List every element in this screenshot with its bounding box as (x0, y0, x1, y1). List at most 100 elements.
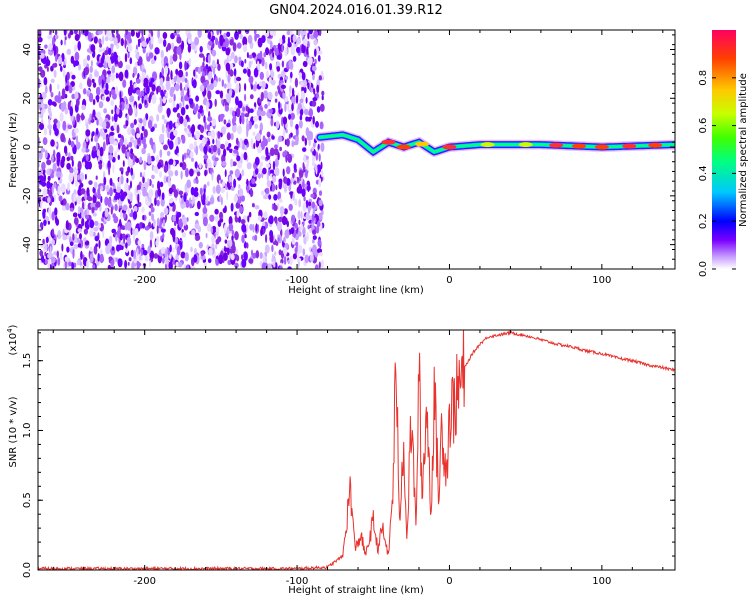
noise-blob (108, 256, 113, 261)
noise-blob (194, 187, 199, 193)
y-multiplier-close: ) (8, 324, 19, 328)
noise-blob (242, 106, 246, 112)
noise-blob (54, 30, 58, 36)
noise-blob (119, 103, 123, 110)
noise-blob (225, 62, 231, 72)
noise-blob (232, 161, 237, 167)
noise-blob (131, 128, 136, 136)
noise-blob (190, 186, 195, 196)
noise-blob (50, 91, 54, 98)
noise-blob (236, 155, 241, 162)
noise-blob (99, 253, 104, 264)
noise-blob (275, 184, 278, 191)
noise-blob (227, 74, 231, 83)
noise-blob (55, 54, 58, 63)
noise-blob (128, 257, 132, 262)
noise-blob (265, 147, 269, 157)
noise-blob (134, 104, 137, 114)
noise-blob (261, 35, 266, 44)
noise-blob (129, 136, 134, 143)
noise-blob (184, 77, 188, 83)
noise-blob (145, 195, 149, 206)
noise-blob (308, 201, 312, 207)
noise-blob (214, 98, 217, 107)
noise-blob (160, 235, 163, 242)
noise-blob (89, 73, 93, 80)
noise-blob (174, 220, 177, 227)
noise-blob (300, 210, 303, 220)
noise-blob (124, 53, 128, 63)
noise-blob (197, 67, 201, 74)
noise-blob (65, 74, 68, 84)
noise-blob (128, 185, 131, 191)
noise-blob (93, 220, 99, 226)
noise-blob (208, 71, 213, 80)
noise-blob (91, 78, 95, 83)
noise-blob (209, 214, 215, 222)
noise-blob (288, 91, 292, 98)
noise-blob (69, 241, 74, 246)
noise-blob (317, 143, 320, 150)
noise-blob (184, 60, 188, 71)
noise-blob (133, 83, 137, 89)
noise-blob (105, 55, 111, 63)
noise-blob (228, 216, 233, 226)
noise-blob (199, 84, 205, 92)
noise-blob (190, 127, 193, 134)
noise-blob (48, 207, 52, 216)
noise-blob (42, 238, 45, 245)
noise-blob (69, 106, 74, 117)
noise-blob (248, 211, 252, 218)
noise-blob (223, 119, 227, 125)
noise-blob (313, 88, 316, 95)
noise-blob (97, 30, 103, 35)
noise-blob (181, 203, 187, 208)
noise-blob (321, 90, 325, 96)
noise-blob (72, 212, 78, 218)
noise-blob (125, 242, 128, 249)
noise-blob (205, 232, 208, 239)
noise-blob (151, 184, 154, 188)
noise-blob (148, 52, 154, 59)
noise-blob (180, 251, 186, 259)
noise-blob (315, 92, 319, 99)
noise-blob (39, 250, 44, 257)
x-tick-label: -200 (133, 275, 156, 286)
noise-blob (234, 75, 238, 84)
noise-blob (280, 258, 284, 265)
noise-blob (88, 92, 94, 103)
noise-blob (312, 142, 316, 148)
noise-blob (301, 72, 306, 81)
noise-blob (127, 207, 130, 215)
noise-blob (226, 81, 232, 89)
noise-blob (167, 108, 170, 118)
noise-blob (191, 131, 195, 138)
noise-blob (226, 181, 230, 188)
noise-blob (241, 254, 244, 260)
noise-blob (297, 231, 302, 237)
noise-blob (76, 259, 81, 266)
noise-blob (162, 232, 165, 239)
noise-blob (156, 114, 160, 122)
noise-blob (255, 168, 259, 175)
noise-blob (253, 67, 259, 78)
noise-blob (84, 209, 88, 217)
noise-blob (215, 227, 220, 233)
noise-blob (290, 71, 293, 79)
noise-blob (296, 37, 302, 45)
noise-blob (81, 210, 85, 220)
noise-blob (265, 234, 268, 243)
noise-blob (168, 187, 173, 195)
noise-blob (266, 155, 270, 161)
noise-blob (163, 39, 167, 47)
noise-blob (277, 191, 282, 200)
chart-title: GN04.2024.016.01.39.R12 (269, 3, 443, 18)
noise-blob (74, 179, 79, 187)
noise-blob (116, 124, 120, 134)
noise-blob (305, 116, 309, 122)
noise-blob (173, 31, 178, 36)
noise-blob (221, 160, 227, 167)
noise-blob (299, 119, 303, 129)
noise-blob (176, 46, 182, 55)
noise-blob (306, 185, 311, 191)
